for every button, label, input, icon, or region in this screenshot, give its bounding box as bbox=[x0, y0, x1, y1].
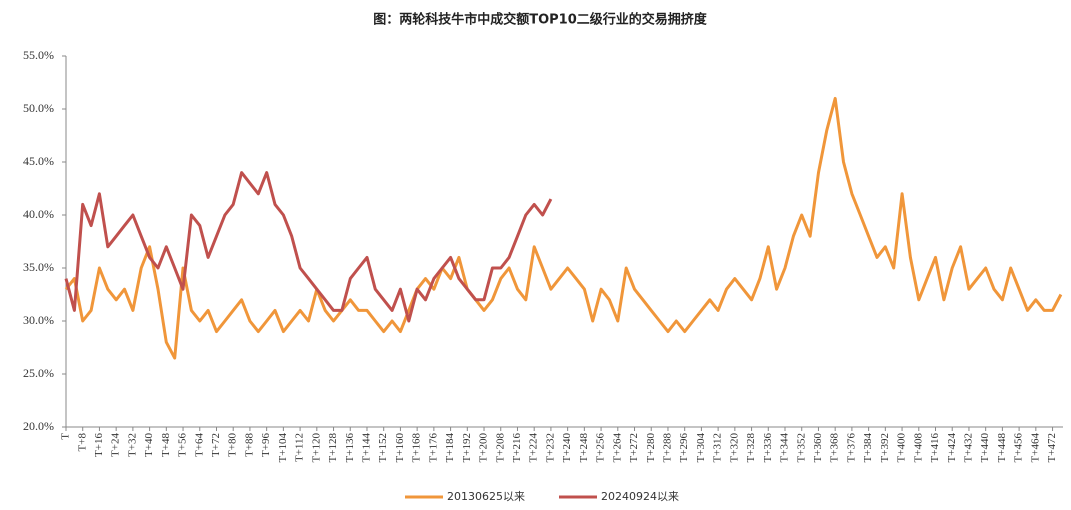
x-tick-label: T+312 bbox=[712, 433, 724, 462]
x-tick-label: T+424 bbox=[946, 433, 958, 463]
x-tick-label: T+216 bbox=[511, 433, 523, 463]
y-tick-label: 45.0% bbox=[23, 154, 54, 168]
x-tick-label: T+368 bbox=[829, 433, 841, 463]
x-tick-label: T+320 bbox=[728, 433, 740, 463]
x-tick-label: T+376 bbox=[845, 433, 857, 463]
x-tick-label: T+24 bbox=[110, 433, 122, 457]
x-tick-label: T+304 bbox=[695, 433, 707, 463]
x-tick-label: T+128 bbox=[327, 433, 339, 463]
y-tick-label: 30.0% bbox=[23, 313, 54, 327]
x-tick-label: T+344 bbox=[779, 433, 791, 463]
y-tick-label: 55.0% bbox=[23, 48, 54, 62]
x-tick-label: T+224 bbox=[528, 433, 540, 463]
y-tick-label: 20.0% bbox=[23, 419, 54, 433]
x-tick-label: T+200 bbox=[478, 433, 490, 463]
x-tick-label: T+136 bbox=[344, 433, 356, 463]
x-tick-label: T+416 bbox=[929, 433, 941, 463]
x-tick-label: T+184 bbox=[444, 433, 456, 463]
x-tick-label: T+288 bbox=[661, 433, 673, 463]
x-tick-label: T bbox=[60, 433, 72, 440]
x-tick-label: T+448 bbox=[996, 433, 1008, 463]
x-tick-label: T+152 bbox=[377, 433, 389, 462]
x-tick-label: T+64 bbox=[193, 433, 205, 457]
x-tick-label: T+456 bbox=[1013, 433, 1025, 463]
x-tick-label: T+112 bbox=[294, 433, 306, 462]
x-tick-label: T+432 bbox=[962, 433, 974, 462]
y-tick-label: 40.0% bbox=[23, 207, 54, 221]
x-tick-label: T+408 bbox=[912, 433, 924, 463]
chart-title: 图：两轮科技牛市中成交额TOP10二级行业的交易拥挤度 bbox=[373, 12, 708, 28]
y-tick-label: 25.0% bbox=[23, 366, 54, 380]
x-tick-label: T+272 bbox=[628, 433, 640, 462]
x-tick-label: T+88 bbox=[243, 433, 255, 457]
x-tick-label: T+168 bbox=[411, 433, 423, 463]
x-tick-label: T+120 bbox=[310, 433, 322, 463]
x-tick-label: T+32 bbox=[126, 433, 138, 457]
x-tick-label: T+360 bbox=[812, 433, 824, 463]
x-tick-label: T+176 bbox=[427, 433, 439, 463]
x-tick-label: T+280 bbox=[645, 433, 657, 463]
x-tick-label: T+80 bbox=[227, 433, 239, 457]
x-tick-label: T+384 bbox=[862, 433, 874, 463]
x-tick-label: T+464 bbox=[1029, 433, 1041, 463]
x-tick-label: T+328 bbox=[745, 433, 757, 463]
x-tick-label: T+440 bbox=[979, 433, 991, 463]
x-tick-label: T+16 bbox=[93, 433, 105, 457]
x-tick-label: T+240 bbox=[561, 433, 573, 463]
x-tick-label: T+56 bbox=[177, 433, 189, 457]
x-tick-label: T+336 bbox=[762, 433, 774, 463]
legend-label: 20130625以来 bbox=[447, 490, 525, 503]
series-line bbox=[64, 171, 553, 323]
x-tick-label: T+400 bbox=[896, 433, 908, 463]
y-tick-label: 35.0% bbox=[23, 260, 54, 274]
legend-label: 20240924以来 bbox=[601, 490, 679, 503]
x-tick-label: T+96 bbox=[260, 433, 272, 457]
x-tick-label: T+248 bbox=[578, 433, 590, 463]
x-tick-label: T+192 bbox=[461, 433, 473, 462]
x-tick-label: T+392 bbox=[879, 433, 891, 462]
x-tick-label: T+40 bbox=[143, 433, 155, 457]
x-tick-label: T+472 bbox=[1046, 433, 1058, 462]
y-tick-label: 50.0% bbox=[23, 101, 54, 115]
x-tick-label: T+264 bbox=[611, 433, 623, 463]
x-tick-label: T+72 bbox=[210, 433, 222, 457]
x-tick-label: T+48 bbox=[160, 433, 172, 457]
x-tick-label: T+160 bbox=[394, 433, 406, 463]
x-tick-label: T+296 bbox=[678, 433, 690, 463]
x-tick-label: T+144 bbox=[361, 433, 373, 463]
x-tick-label: T+208 bbox=[494, 433, 506, 463]
x-tick-label: T+104 bbox=[277, 433, 289, 463]
x-tick-label: T+232 bbox=[544, 433, 556, 462]
x-tick-label: T+256 bbox=[595, 433, 607, 463]
x-tick-label: T+8 bbox=[76, 433, 88, 452]
series-line bbox=[64, 96, 1063, 360]
x-tick-label: T+352 bbox=[795, 433, 807, 462]
